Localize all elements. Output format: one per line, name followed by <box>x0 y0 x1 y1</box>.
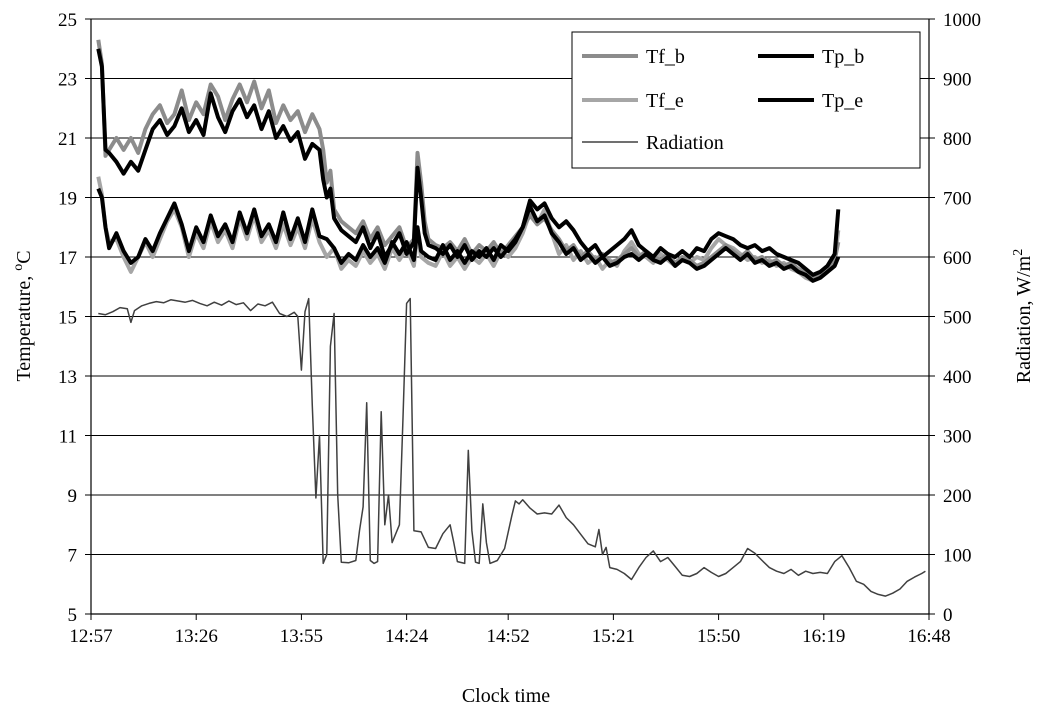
x-tick-label: 12:57 <box>69 626 112 647</box>
right-y-tick-labels: 0 100 200 300 400 500 600 700 800 900 1000 <box>943 10 981 626</box>
series-line-tp-b <box>96 48 841 283</box>
right-y-tick-label: 100 <box>943 546 972 567</box>
axes <box>85 18 935 620</box>
right-y-tick-label: 600 <box>943 248 972 269</box>
series-line-tf-e <box>96 176 841 283</box>
left-y-tick-label: 11 <box>59 427 77 448</box>
series-lines <box>96 39 926 597</box>
left-y-tick-label: 7 <box>68 546 78 567</box>
x-tick-label: 15:50 <box>697 626 740 647</box>
x-tick-label: 15:21 <box>592 626 635 647</box>
left-y-tick-label: 23 <box>58 70 77 91</box>
right-y-tick-label: 300 <box>943 427 972 448</box>
x-tick-label: 14:52 <box>487 626 530 647</box>
x-tick-label: 13:26 <box>175 626 218 647</box>
left-y-tick-labels: 5 7 9 11 13 15 17 19 21 23 25 <box>58 10 77 626</box>
left-y-tick-label: 13 <box>58 367 77 388</box>
right-y-tick-label: 900 <box>943 70 972 91</box>
x-tick-label: 14:24 <box>385 626 429 647</box>
legend-label-tp-b: Tp_b <box>822 46 864 68</box>
x-axis-title: Clock time <box>462 685 550 707</box>
x-tick-label: 13:55 <box>280 626 323 647</box>
left-y-tick-label: 9 <box>68 486 78 507</box>
legend-label-radiation: Radiation <box>646 132 724 154</box>
left-y-tick-label: 25 <box>58 10 77 31</box>
legend: Tf_b Tp_b Tf_e Tp_e Radiation <box>571 31 921 169</box>
legend-label-tf-b: Tf_b <box>646 46 685 68</box>
x-tick-labels: 12:57 13:26 13:55 14:24 14:52 15:21 15:50 16:19… <box>69 626 950 647</box>
right-y-axis-title: Radiation, W/m2 <box>1011 249 1035 383</box>
left-y-tick-label: 15 <box>58 308 77 329</box>
x-tick-label: 16:19 <box>802 626 845 647</box>
left-y-tick-label: 21 <box>58 129 77 150</box>
left-y-tick-label: 19 <box>58 189 77 210</box>
series-line-tf-b <box>96 39 841 280</box>
left-y-tick-label: 5 <box>68 605 78 626</box>
right-y-tick-label: 700 <box>943 189 972 210</box>
right-y-tick-label: 400 <box>943 367 972 388</box>
right-y-tick-label: 0 <box>943 605 953 626</box>
legend-label-tp-e: Tp_e <box>822 90 863 112</box>
right-y-tick-label: 1000 <box>943 10 981 31</box>
left-y-tick-label: 17 <box>58 248 77 269</box>
right-y-tick-label: 500 <box>943 308 972 329</box>
legend-label-tf-e: Tf_e <box>646 90 684 112</box>
series-line-radiation <box>98 297 926 597</box>
right-y-tick-label: 800 <box>943 129 972 150</box>
series-line-tp-e <box>96 187 841 277</box>
right-y-tick-label: 200 <box>943 486 972 507</box>
x-tick-label: 16:48 <box>907 626 950 647</box>
left-y-axis-title: Temperature, oC <box>11 250 35 381</box>
